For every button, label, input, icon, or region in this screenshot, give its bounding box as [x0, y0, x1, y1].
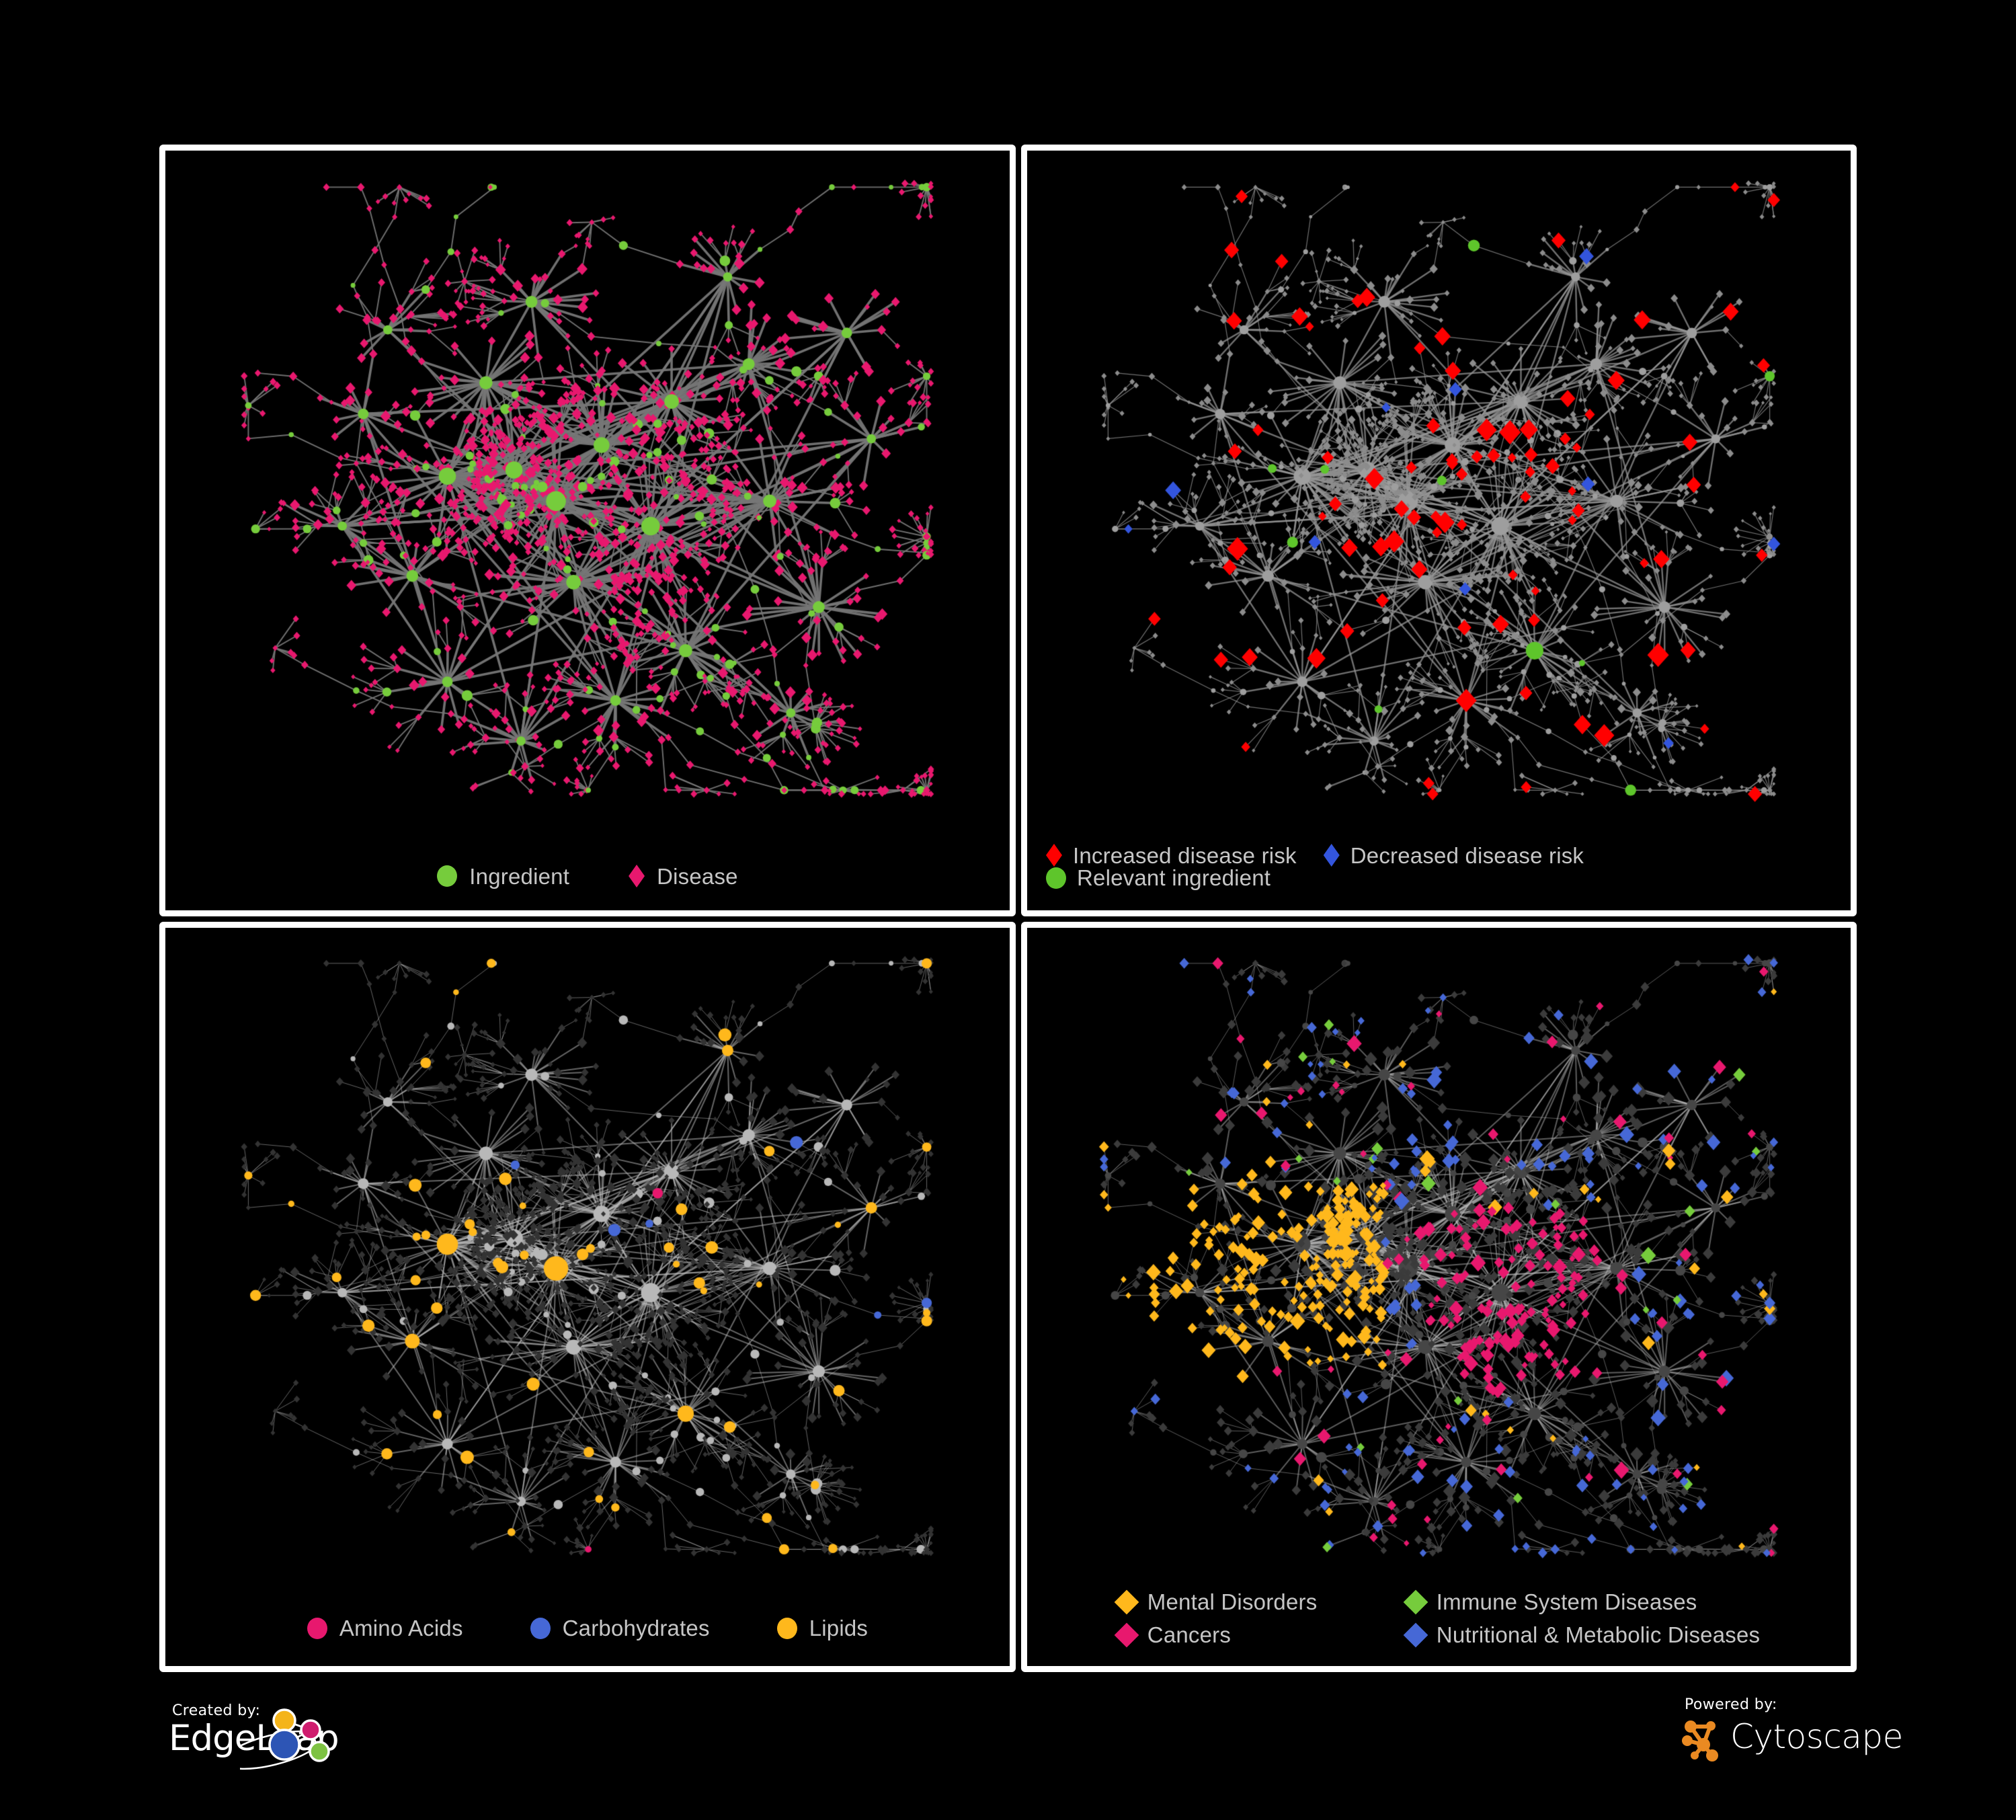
figure-frame: Ingredient Disease Increased disease ris… — [159, 145, 1857, 1672]
panel-disease-class-network[interactable]: Mental Disorders Immune System Diseases … — [1021, 922, 1857, 1672]
panel-ingredient-class-network[interactable]: Amino Acids Carbohydrates Lipids — [159, 922, 1016, 1672]
panel-ingredient-disease-network[interactable]: Ingredient Disease — [159, 145, 1016, 916]
powered-by-cytoscape-lockup: Powered by: Cytoscape — [1667, 1696, 1903, 1790]
created-by-kicker: Created by: — [172, 1702, 261, 1719]
edgeleap-network-logo-icon — [223, 1700, 361, 1779]
network-canvas-b[interactable] — [1027, 151, 1851, 910]
panel-disease-risk-network[interactable]: Increased disease risk Decreased disease… — [1021, 145, 1857, 916]
cytoscape-logo-icon — [1681, 1718, 1728, 1766]
network-canvas-d[interactable] — [1027, 928, 1851, 1666]
powered-by-kicker: Powered by: — [1685, 1696, 1777, 1713]
network-canvas-a[interactable] — [165, 151, 1010, 910]
created-by-edgeleap-lockup: Created by: EdgeLeap — [159, 1700, 361, 1794]
network-canvas-c[interactable] — [165, 928, 1010, 1666]
cytoscape-wordmark: Cytoscape — [1730, 1717, 1903, 1756]
